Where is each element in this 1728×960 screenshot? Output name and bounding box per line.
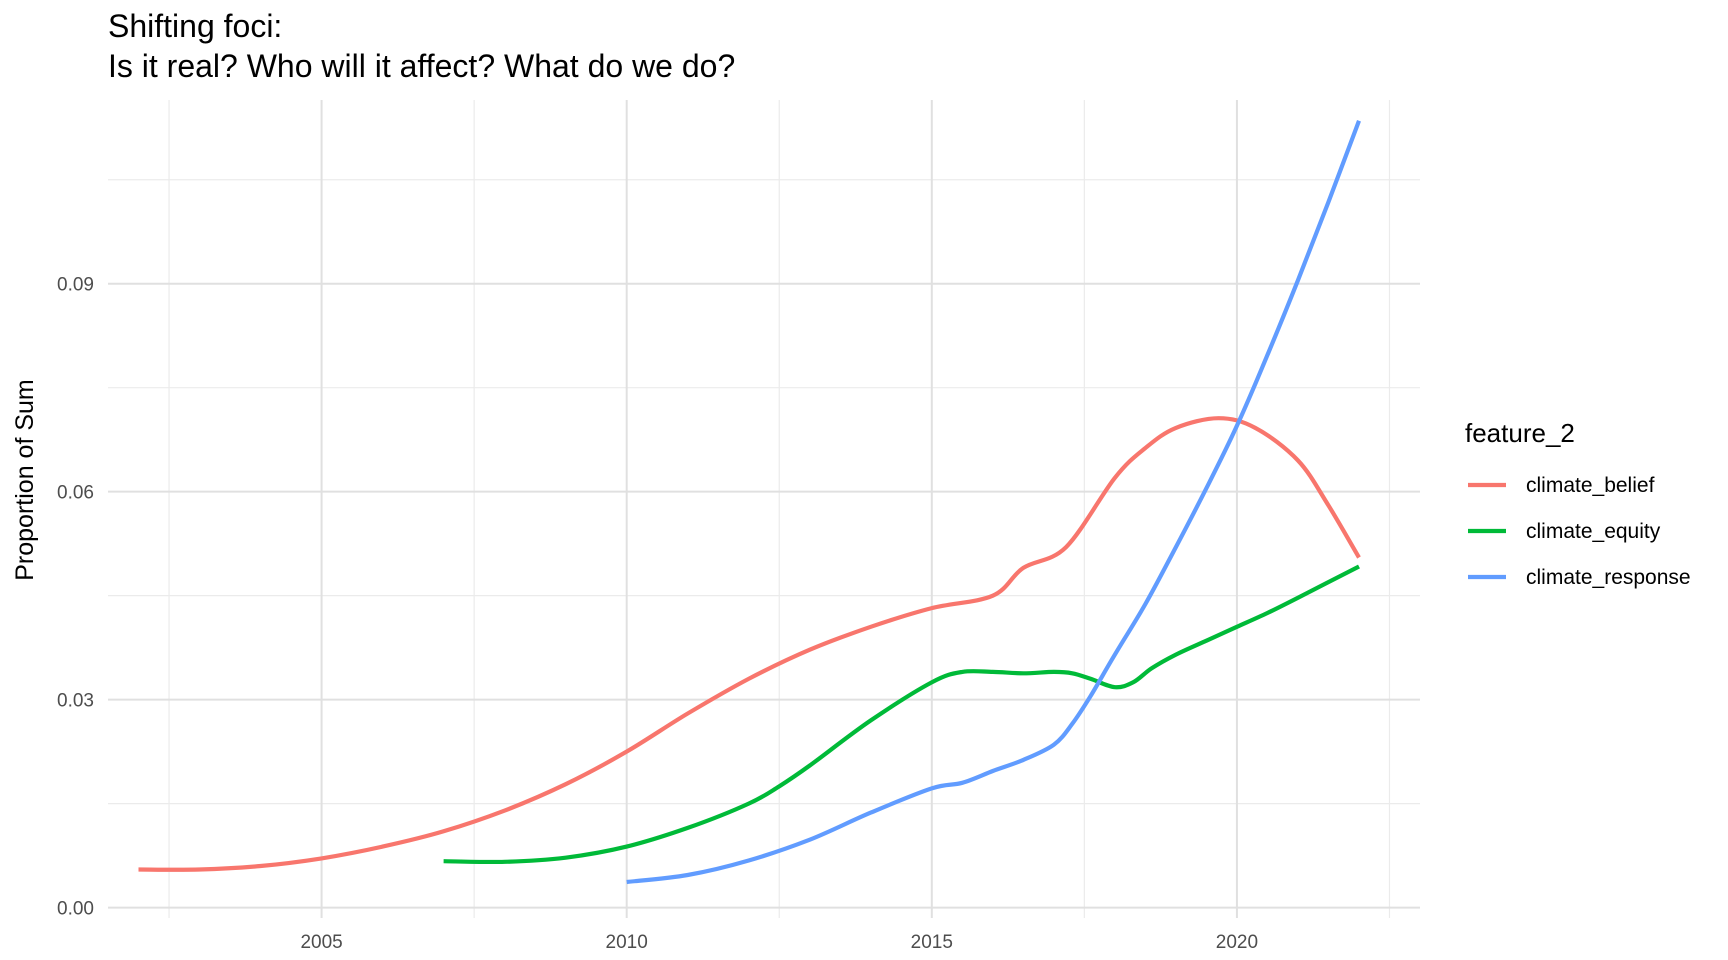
- legend-label-climate-response: climate_response: [1526, 566, 1691, 589]
- series-line-climate-response: [626, 120, 1361, 885]
- chart-title-line1: Shifting foci:: [108, 8, 283, 44]
- legend-label-climate-belief: climate_belief: [1526, 474, 1655, 497]
- chart-title: Shifting foci: Is it real? Who will it a…: [108, 6, 735, 86]
- legend: feature_2 climate_belief climate_equitycl…: [1465, 418, 1691, 589]
- y-tick-label: 0.09: [57, 275, 94, 296]
- series-lines: [138, 120, 1361, 885]
- y-tick-label: 0.00: [57, 899, 94, 920]
- x-tick-label: 2020: [1216, 932, 1258, 953]
- x-tick-label: 2010: [606, 932, 648, 953]
- legend-label-climate-equity: climate_equity: [1526, 520, 1661, 543]
- chart-title-line2: Is it real? Who will it affect? What do …: [108, 48, 736, 84]
- x-tick-label: 2005: [300, 932, 342, 953]
- legend-title: feature_2: [1465, 418, 1575, 448]
- series-line-climate-belief: [138, 416, 1361, 872]
- major-gridlines: [108, 100, 1420, 918]
- y-tick-label: 0.06: [57, 483, 94, 504]
- minor-gridlines: [108, 100, 1420, 918]
- y-tick-label: 0.03: [57, 691, 94, 712]
- series-line-climate-equity: [443, 564, 1360, 865]
- y-axis-title: Proportion of Sum: [11, 379, 39, 581]
- y-axis-tick-labels: 0.00 0.03 0.06 0.09: [57, 275, 94, 920]
- x-tick-label: 2015: [911, 932, 953, 953]
- x-axis-tick-labels: 2005 2010 2015 2020: [300, 932, 1258, 953]
